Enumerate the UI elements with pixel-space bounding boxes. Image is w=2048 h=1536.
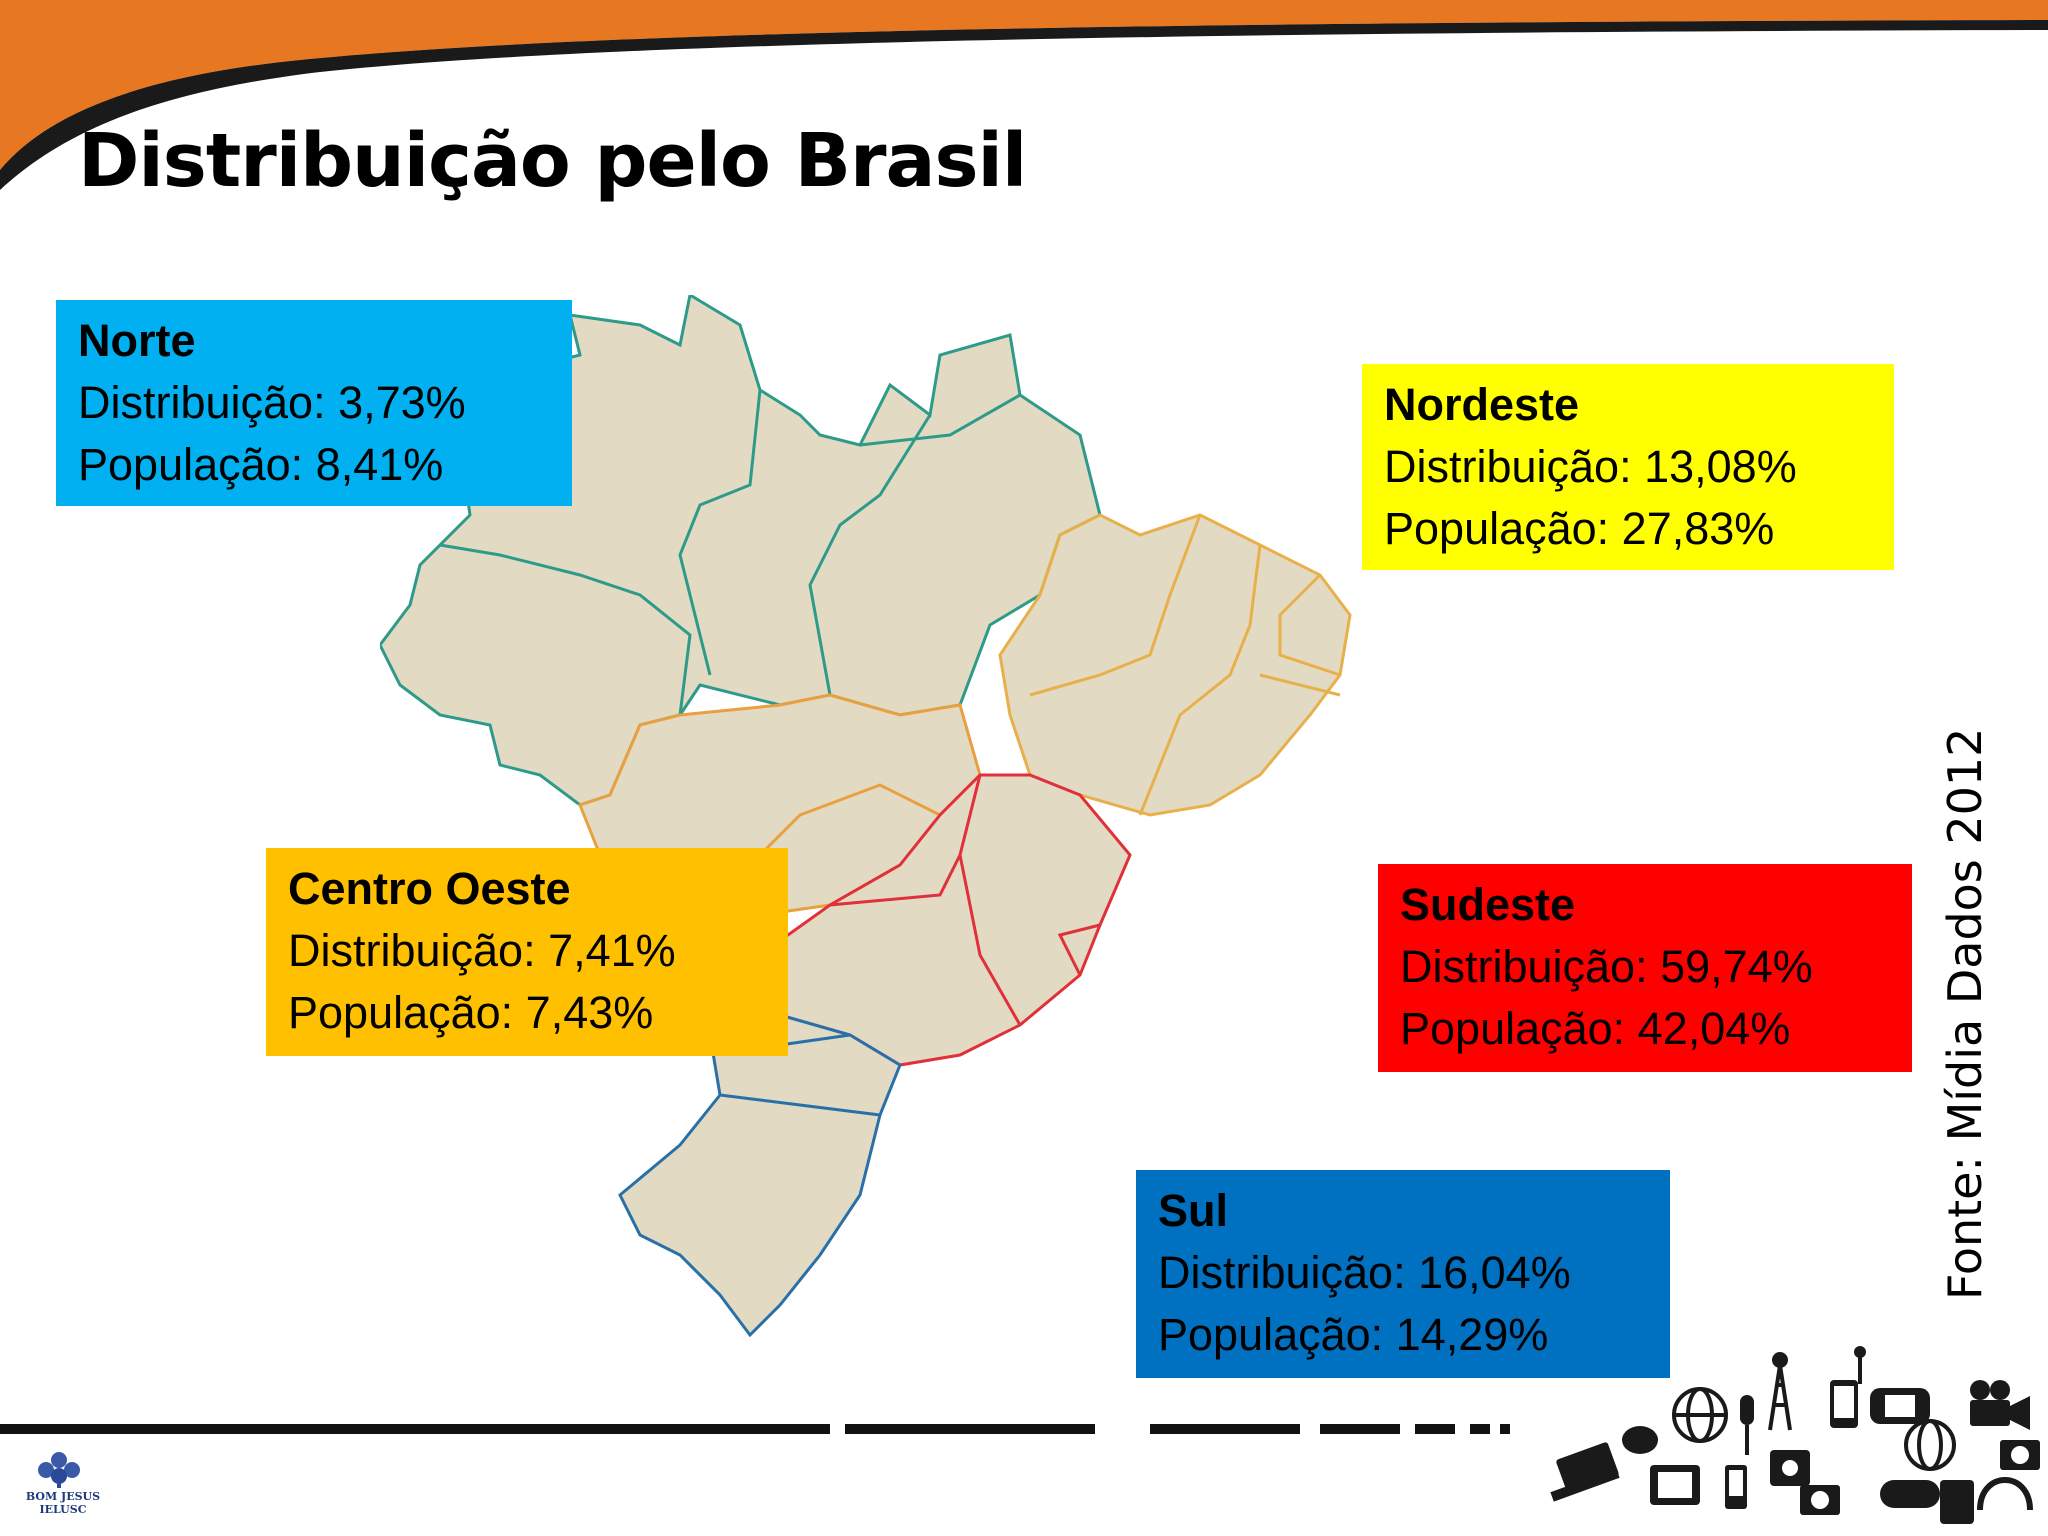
globe-icon <box>1672 1387 1728 1443</box>
region-population-nordeste: População: 27,83% <box>1384 503 1775 554</box>
region-name-centro-oeste: Centro Oeste <box>288 863 571 914</box>
mouse-icon <box>1622 1426 1658 1454</box>
region-name-nordeste: Nordeste <box>1384 379 1580 430</box>
region-name-norte: Norte <box>78 315 196 366</box>
media-icons-cluster <box>1550 1346 2040 1524</box>
region-population-centro-oeste: População: 7,43% <box>288 987 654 1038</box>
region-distribution-sul: Distribuição: 16,04% <box>1158 1247 1571 1298</box>
region-box-sudeste: Sudeste Distribuição: 59,74% População: … <box>1378 864 1912 1072</box>
logo-text-line2: IELUSC <box>39 1503 87 1516</box>
region-population-sudeste: População: 42,04% <box>1400 1003 1791 1054</box>
region-distribution-sudeste: Distribuição: 59,74% <box>1400 941 1813 992</box>
region-box-sul: Sul Distribuição: 16,04% População: 14,2… <box>1136 1170 1670 1378</box>
region-population-sul: População: 14,29% <box>1158 1309 1549 1360</box>
region-name-sul: Sul <box>1158 1185 1229 1236</box>
header-swoosh <box>0 0 2048 190</box>
tablet-icon <box>1940 1480 1974 1524</box>
gamepad-icon <box>1880 1480 1940 1508</box>
video-camera-icon <box>1970 1380 2030 1430</box>
antenna-icon <box>1768 1352 1792 1431</box>
microphone-icon <box>1740 1395 1754 1455</box>
mobile-icon <box>1830 1380 1858 1428</box>
region-box-centro-oeste: Centro Oeste Distribuição: 7,41% Populaç… <box>266 848 788 1056</box>
handheld-console-icon <box>1870 1388 1930 1424</box>
bom-jesus-logo-icon <box>38 1452 80 1488</box>
laptop-icon <box>1550 1442 1620 1502</box>
source-caption: Fonte: Mídia Dados 2012 <box>1938 727 1992 1300</box>
page-title: Distribuição pelo Brasil <box>78 118 1027 204</box>
region-distribution-centro-oeste: Distribuição: 7,41% <box>288 925 676 976</box>
region-distribution-nordeste: Distribuição: 13,08% <box>1384 441 1797 492</box>
footer-divider <box>0 1424 1510 1434</box>
logo-text-line1: BOM JESUS <box>25 1490 101 1503</box>
region-box-norte: Norte Distribuição: 3,73% População: 8,4… <box>56 300 572 506</box>
region-box-nordeste: Nordeste Distribuição: 13,08% População:… <box>1362 364 1894 570</box>
map-region-nordeste <box>998 513 1352 817</box>
region-name-sudeste: Sudeste <box>1400 879 1576 930</box>
tv-icon <box>1650 1465 1700 1505</box>
cellphone-icon <box>1725 1465 1747 1509</box>
map-region-sul <box>618 953 902 1338</box>
headphones-icon <box>1977 1477 2033 1511</box>
region-population-norte: População: 8,41% <box>78 439 444 490</box>
joystick-icon <box>1854 1346 1866 1384</box>
globe-icon-2 <box>1904 1419 1956 1471</box>
photo-camera-icon <box>1800 1440 2040 1515</box>
radio-icon <box>1770 1450 1810 1486</box>
region-distribution-norte: Distribuição: 3,73% <box>78 377 466 428</box>
